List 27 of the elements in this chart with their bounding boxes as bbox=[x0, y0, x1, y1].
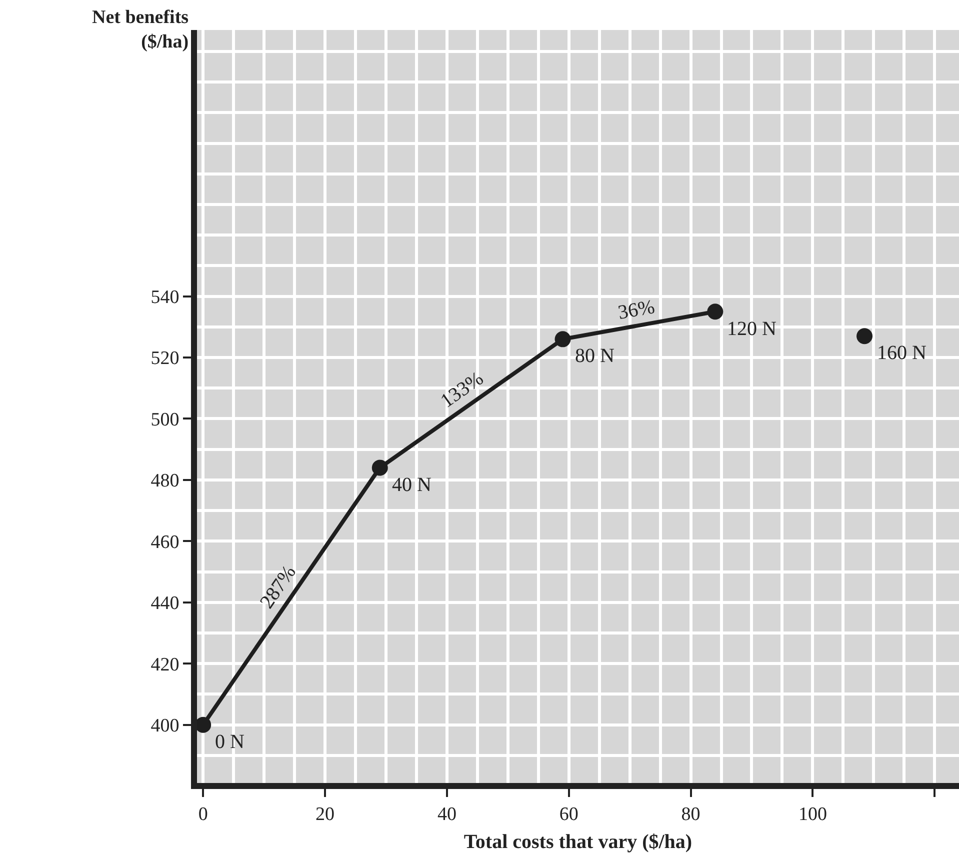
x-tick-label: 80 bbox=[681, 804, 700, 825]
y-tick-label: 500 bbox=[150, 409, 180, 430]
y-tick-label: 540 bbox=[150, 286, 180, 308]
x-tick-label: 20 bbox=[316, 804, 335, 825]
y-axis-title: Net benefits ($/ha) bbox=[92, 7, 189, 53]
x-tick-label: 0 bbox=[198, 804, 208, 825]
annotation: 160 N bbox=[877, 342, 926, 364]
annotation: 80 N bbox=[575, 345, 614, 367]
x-tick-label: 100 bbox=[798, 804, 827, 825]
point bbox=[195, 716, 212, 733]
x-tick-label: 40 bbox=[437, 804, 456, 825]
y-tick-label: 420 bbox=[150, 654, 180, 676]
y-tick-label: 520 bbox=[150, 348, 180, 370]
y-tick-label: 460 bbox=[150, 532, 180, 553]
point bbox=[707, 304, 724, 320]
y-tick-label: 440 bbox=[150, 593, 180, 614]
point bbox=[554, 331, 571, 348]
annotation: 120 N bbox=[727, 318, 776, 340]
y-tick-label: 400 bbox=[150, 715, 180, 736]
point bbox=[372, 460, 388, 476]
x-axis-title: Total costs that vary ($/ha) bbox=[464, 830, 692, 853]
annotation: 36% bbox=[616, 296, 656, 324]
y-tick-label: 480 bbox=[150, 470, 180, 492]
annotation: 40 N bbox=[392, 474, 432, 496]
point bbox=[856, 328, 873, 344]
x-tick-label: 60 bbox=[559, 804, 578, 825]
annotation: 0 N bbox=[215, 731, 244, 753]
